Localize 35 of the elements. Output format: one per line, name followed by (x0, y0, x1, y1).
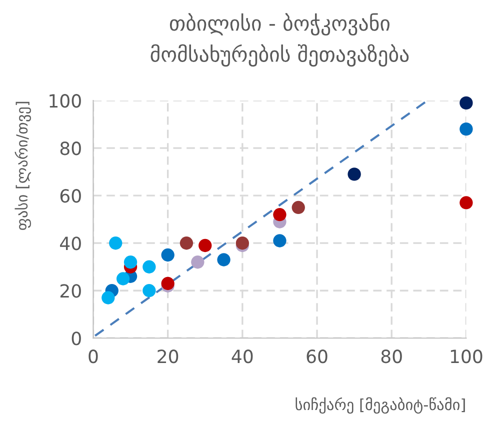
point (161, 248, 174, 262)
y-tick-label: 60 (60, 189, 81, 203)
y-tick-label: 100 (50, 94, 81, 108)
point (236, 236, 250, 250)
point (273, 234, 286, 248)
point (460, 122, 473, 136)
x-tick-label: 80 (381, 350, 402, 364)
x-tick-label: 0 (88, 350, 98, 364)
y-tick-label: 40 (60, 236, 81, 250)
x-axis-title: სიჩქარე [მეგაბიტ-წამი] (296, 397, 465, 414)
x-tick-label: 100 (450, 350, 482, 364)
x-tick-label: 60 (306, 350, 328, 364)
point (180, 236, 194, 250)
x-tick-label: 20 (158, 350, 178, 364)
point (198, 238, 212, 252)
point (142, 260, 156, 274)
point (348, 168, 361, 181)
point (292, 200, 305, 214)
point (161, 276, 174, 290)
point (142, 284, 156, 298)
y-tick-label: 80 (60, 142, 81, 156)
point (116, 272, 130, 286)
y-tick-label: 20 (60, 284, 81, 298)
point (273, 208, 286, 222)
y-tick-label: 0 (72, 332, 81, 346)
point (191, 256, 204, 269)
point (102, 291, 115, 304)
point (460, 96, 473, 110)
y-axis-title: ფასი [ლარი/თვე] (14, 102, 31, 230)
x-tick-label: 40 (232, 350, 253, 364)
point (217, 253, 230, 266)
point (460, 196, 473, 210)
point (109, 236, 122, 250)
chart-title: თბილისი - ბოჭკოვანი მომსახურების შეთავაზება (150, 13, 409, 67)
point (124, 256, 138, 269)
